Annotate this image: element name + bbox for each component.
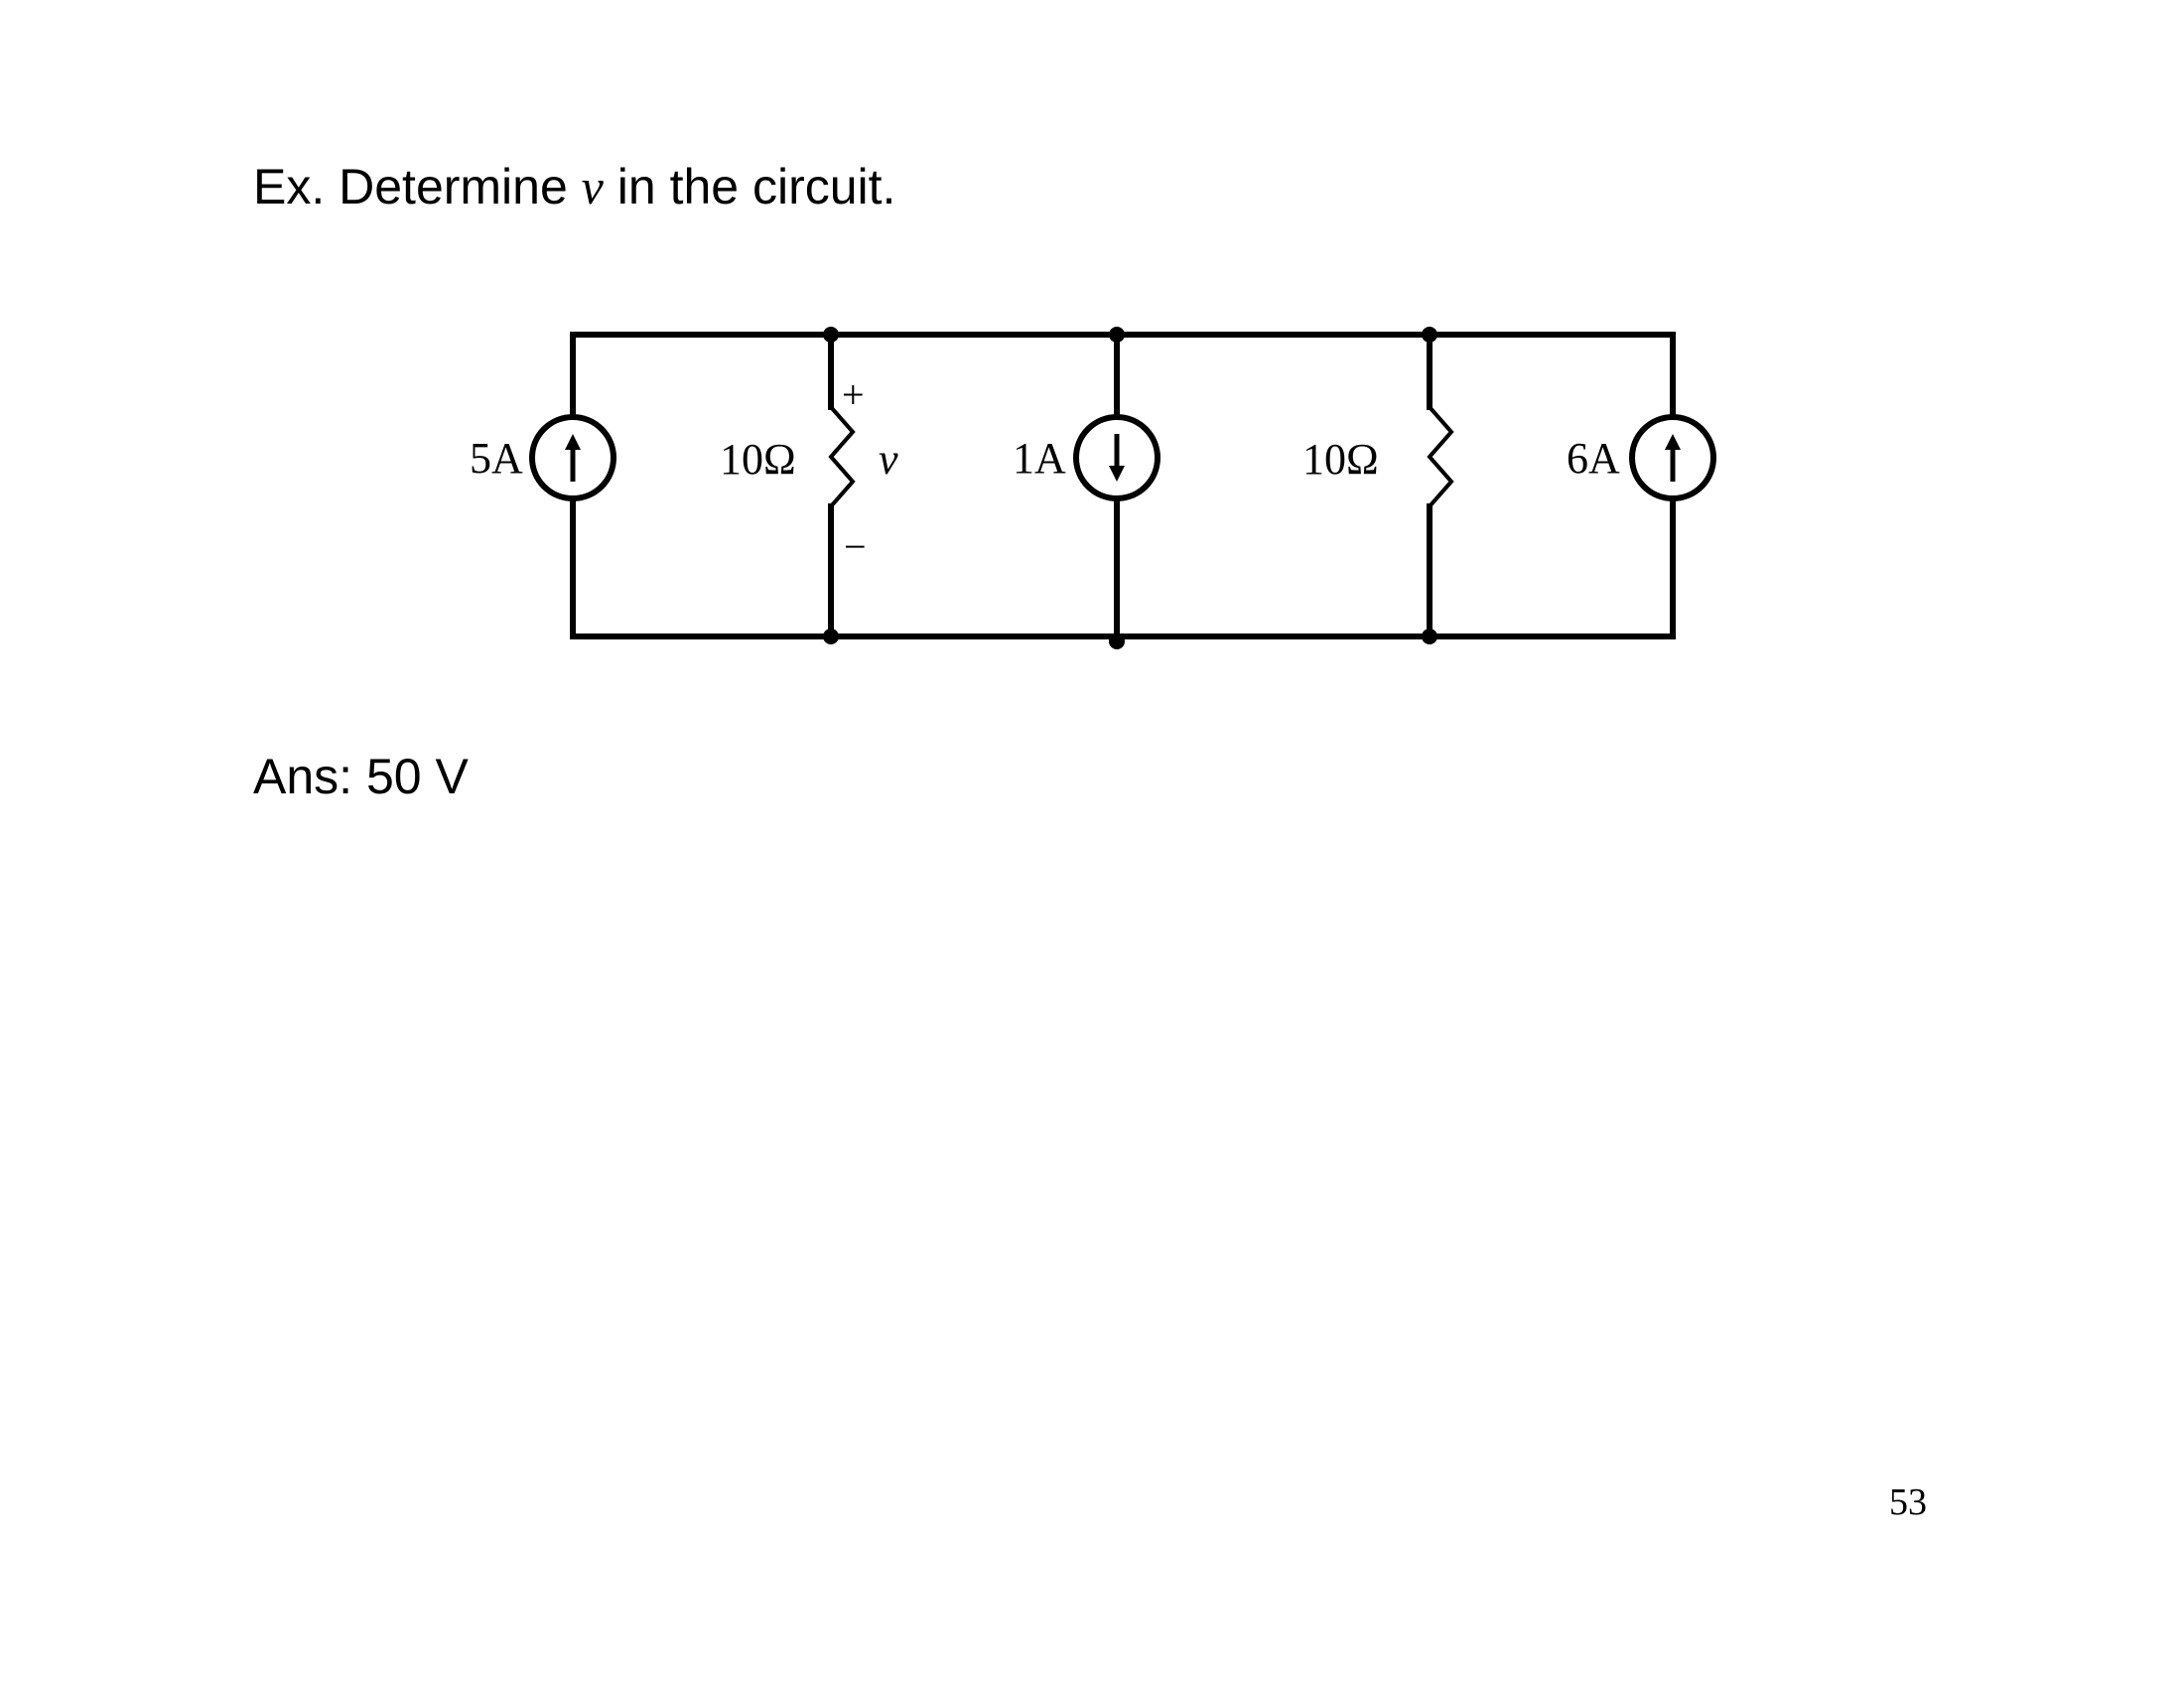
problem-suffix: in the circuit.: [603, 159, 896, 214]
junction-node: [823, 629, 839, 644]
junction-node: [1109, 633, 1125, 649]
source-right-label: 6A: [1567, 434, 1620, 483]
junction-node: [823, 327, 839, 343]
current-source-5a: [529, 332, 616, 639]
voltage-plus-sign: +: [842, 372, 865, 417]
arrow-down-icon: [1109, 434, 1125, 482]
source-left-label: 5A: [470, 434, 523, 483]
current-source-6a: [1629, 332, 1716, 639]
junction-node: [1422, 629, 1437, 644]
resistor-left-zigzag: [828, 405, 856, 508]
voltage-variable-label: v: [879, 435, 898, 484]
answer-text: Ans: 50 V: [253, 749, 469, 804]
resistor-left-label: 10Ω: [720, 435, 796, 484]
arrow-up-icon: [565, 434, 581, 482]
junction-node: [1422, 327, 1437, 343]
resistor-left: [828, 332, 856, 639]
page-number: 53: [1889, 1481, 1927, 1523]
problem-prefix: Ex. Determine: [253, 159, 582, 214]
problem-statement: Ex. Determine v in the circuit.: [253, 162, 895, 211]
resistor-right-zigzag: [1427, 405, 1454, 508]
arrow-up-icon: [1665, 434, 1681, 482]
current-source-1a: [1073, 332, 1160, 639]
problem-variable: v: [581, 159, 604, 214]
junction-node: [1109, 327, 1125, 343]
source-middle-label: 1A: [1013, 434, 1066, 483]
voltage-minus-sign: −: [844, 524, 867, 569]
resistor-right-label: 10Ω: [1302, 435, 1379, 484]
resistor-right: [1427, 332, 1454, 639]
